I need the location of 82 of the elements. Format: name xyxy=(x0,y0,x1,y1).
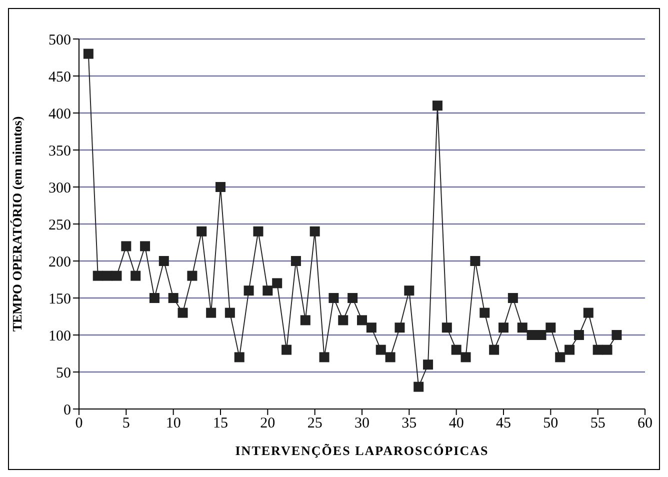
point xyxy=(224,308,235,318)
point xyxy=(592,344,603,355)
point xyxy=(546,322,556,333)
point xyxy=(480,308,490,318)
point xyxy=(121,241,132,252)
point xyxy=(348,293,358,303)
point xyxy=(489,344,500,355)
point xyxy=(338,315,348,326)
y-tick-label: 50 xyxy=(56,365,71,382)
point xyxy=(168,293,178,303)
point xyxy=(196,226,207,236)
point xyxy=(310,226,320,236)
point xyxy=(376,344,386,355)
point xyxy=(414,382,424,392)
point xyxy=(244,286,254,296)
x-tick-label: 15 xyxy=(213,416,228,432)
x-tick-label: 50 xyxy=(543,416,558,432)
point xyxy=(319,352,330,362)
point xyxy=(206,308,216,318)
point xyxy=(498,322,508,333)
point xyxy=(404,286,414,296)
point xyxy=(140,241,150,252)
x-tick-label: 20 xyxy=(260,416,276,432)
y-tick-label: 250 xyxy=(48,217,71,234)
point xyxy=(432,100,442,111)
y-tick-label: 350 xyxy=(48,143,71,160)
point xyxy=(423,360,434,370)
y-tick-label: 150 xyxy=(48,291,71,308)
y-tick-label: 400 xyxy=(48,106,71,122)
x-tick-label: 45 xyxy=(496,416,511,432)
point xyxy=(366,322,376,333)
x-tick-label: 5 xyxy=(122,416,130,432)
point xyxy=(187,270,198,281)
x-tick-label: 35 xyxy=(402,416,417,432)
point xyxy=(460,352,471,362)
x-tick-label: 60 xyxy=(638,416,652,432)
point xyxy=(234,352,244,362)
x-tick-label: 25 xyxy=(307,416,322,432)
x-tick-label: 10 xyxy=(166,416,181,432)
y-tick-label: 200 xyxy=(48,254,71,270)
point xyxy=(612,330,622,340)
y-tick-label: 450 xyxy=(48,69,71,86)
point xyxy=(253,226,264,236)
point xyxy=(112,270,122,281)
point xyxy=(158,256,169,266)
point xyxy=(508,293,518,303)
point xyxy=(290,256,301,266)
point xyxy=(92,270,103,281)
point xyxy=(83,48,94,59)
point xyxy=(149,293,160,303)
point xyxy=(328,293,339,303)
point xyxy=(442,322,452,333)
point xyxy=(300,315,310,326)
point xyxy=(602,344,612,355)
point xyxy=(517,322,528,333)
point xyxy=(385,352,396,362)
point xyxy=(451,344,462,355)
point xyxy=(526,330,537,340)
y-axis-title: TEMPO OPERATÓRIO (em minutos) xyxy=(10,116,25,332)
point xyxy=(130,270,141,281)
point xyxy=(564,344,575,355)
point xyxy=(262,286,273,296)
point xyxy=(555,352,566,362)
x-tick-label: 0 xyxy=(75,416,83,432)
point xyxy=(282,344,292,355)
x-axis-title: INTERVENÇÕES LAPAROSCÓPICAS xyxy=(235,443,489,458)
point xyxy=(470,256,480,266)
point xyxy=(272,278,282,288)
point xyxy=(536,330,546,340)
point xyxy=(178,308,188,318)
y-tick-label: 100 xyxy=(48,328,71,344)
x-tick-label: 30 xyxy=(354,416,370,432)
point xyxy=(216,182,226,192)
y-tick-label: 500 xyxy=(48,32,71,48)
x-tick-label: 40 xyxy=(448,416,464,432)
y-tick-label: 300 xyxy=(48,180,71,196)
point xyxy=(583,308,594,318)
point xyxy=(394,322,405,333)
point xyxy=(357,315,367,326)
y-tick-label: 0 xyxy=(64,402,71,418)
x-tick-label: 55 xyxy=(590,416,606,432)
point xyxy=(574,330,584,340)
